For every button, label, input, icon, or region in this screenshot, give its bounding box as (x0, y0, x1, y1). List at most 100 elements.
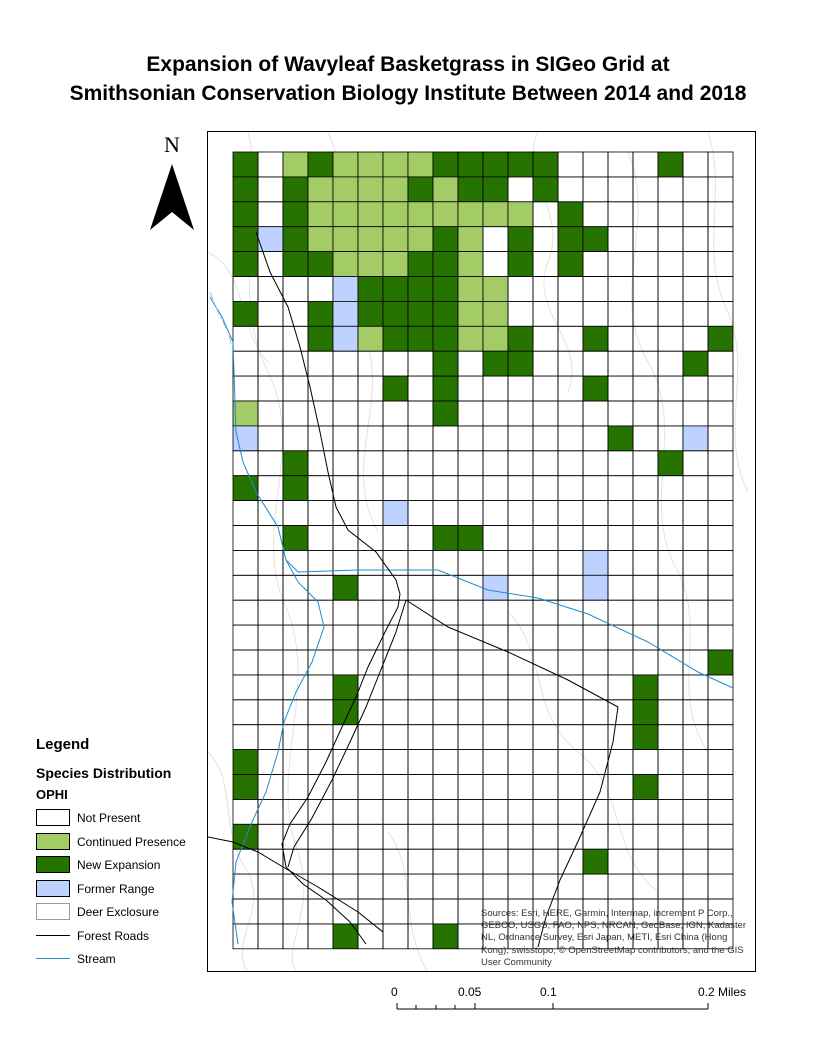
grid-cell-not-present (357, 898, 384, 925)
grid-cell-continued-presence (382, 251, 409, 277)
grid-cell-not-present (682, 151, 709, 178)
grid-cell-not-present (607, 749, 634, 775)
grid-cell-not-present (307, 525, 334, 551)
grid-cell-not-present (357, 525, 384, 551)
grid-cell-new-expansion (307, 151, 334, 178)
grid-cell-not-present (357, 500, 384, 526)
grid-cell-not-present (232, 699, 259, 726)
grid-cell-not-present (382, 724, 409, 751)
forest-road (537, 706, 619, 948)
grid-cell-not-present (707, 201, 734, 228)
grid-cell-new-expansion (457, 525, 484, 551)
grid-cell-not-present (357, 375, 384, 402)
grid-cell-not-present (507, 823, 534, 850)
grid-cell-not-present (557, 749, 584, 775)
grid-cell-not-present (682, 674, 709, 701)
grid-cell-new-expansion (457, 176, 484, 203)
grid-cell-not-present (407, 898, 434, 925)
grid-cell-not-present (232, 599, 259, 626)
grid-cell-continued-presence (357, 176, 384, 203)
grid-cell-not-present (707, 151, 734, 178)
grid-cell-not-present (557, 525, 584, 551)
grid-cell-not-present (257, 176, 284, 203)
map-canvas[interactable] (208, 132, 756, 972)
grid-cell-new-expansion (407, 251, 434, 277)
grid-cell-not-present (507, 599, 534, 626)
scale-tick-label: 0.2 Miles (698, 985, 747, 999)
grid-cell-not-present (332, 624, 359, 651)
grid-cell-not-present (257, 624, 284, 651)
grid-cell-not-present (307, 276, 334, 302)
legend-label: Former Range (77, 881, 155, 896)
grid-cell-not-present (532, 774, 559, 800)
grid-cell-not-present (657, 873, 684, 900)
legend-label: Continued Presence (77, 834, 186, 849)
grid-cell-former-range (232, 425, 259, 452)
grid-cell-not-present (532, 251, 559, 277)
grid-cell-not-present (532, 599, 559, 626)
grid-cell-continued-presence (307, 176, 334, 203)
grid-cell-not-present (332, 425, 359, 452)
grid-cell-not-present (257, 450, 284, 477)
grid-cell-not-present (382, 425, 409, 452)
stream (231, 559, 325, 945)
grid-cell-continued-presence (332, 201, 359, 228)
grid-cell-not-present (357, 799, 384, 825)
grid-cell-not-present (482, 425, 509, 452)
grid-cell-not-present (232, 799, 259, 825)
grid-cell-not-present (707, 251, 734, 277)
grid-cell-new-expansion (382, 375, 409, 402)
grid-cell-not-present (607, 350, 634, 377)
grid-cell-not-present (557, 300, 584, 327)
grid-cell-new-expansion (432, 151, 459, 178)
grid-cell-not-present (682, 549, 709, 576)
grid-cell-not-present (682, 176, 709, 203)
grid-cell-not-present (407, 425, 434, 452)
grid-cell-not-present (707, 873, 734, 900)
grid-cell-not-present (682, 226, 709, 252)
north-arrow: N (148, 132, 198, 232)
grid-cell-not-present (632, 848, 659, 875)
grid-cell-new-expansion (682, 350, 709, 377)
grid-cell-former-range (582, 549, 609, 576)
map-frame[interactable] (207, 131, 756, 972)
north-label: N (164, 132, 180, 157)
legend-label: New Expansion (77, 858, 161, 872)
grid-cell-not-present (507, 375, 534, 402)
grid-cell-new-expansion (707, 325, 734, 352)
grid-cell-not-present (332, 724, 359, 751)
grid-cell-not-present (457, 599, 484, 626)
grid-cell-not-present (607, 400, 634, 427)
grid-cell-not-present (232, 574, 259, 601)
grid-cell-not-present (357, 699, 384, 726)
grid-cell-not-present (357, 599, 384, 626)
grid-cell-not-present (682, 749, 709, 775)
grid-cell-not-present (582, 873, 609, 900)
grid-cell-not-present (557, 549, 584, 576)
grid-cell-new-expansion (232, 226, 259, 252)
basemap-attribution: Sources: Esri, HERE, Garmin, Intermap, i… (481, 908, 747, 968)
legend-items: Not Present Continued Presence New Expan… (36, 808, 236, 973)
grid-cell-not-present (282, 649, 309, 676)
grid-cell-not-present (682, 699, 709, 726)
grid-cell-not-present (482, 549, 509, 576)
grid-cell-not-present (457, 799, 484, 825)
grid-cell-not-present (432, 898, 459, 925)
grid-cell-not-present (232, 450, 259, 477)
grid-cell-continued-presence (457, 201, 484, 228)
grid-cell-not-present (332, 873, 359, 900)
grid-cell-not-present (532, 649, 559, 676)
grid-cell-not-present (307, 450, 334, 477)
grid-cell-new-expansion (507, 226, 534, 252)
grid-cell-not-present (232, 525, 259, 551)
grid-cell-continued-presence (382, 151, 409, 178)
grid-cell-new-expansion (382, 325, 409, 352)
grid-cell-not-present (507, 425, 534, 452)
grid-cell-not-present (257, 699, 284, 726)
grid-cell-not-present (382, 799, 409, 825)
grid-cell-new-expansion (507, 325, 534, 352)
grid-cell-not-present (457, 674, 484, 701)
grid-cell-former-range (332, 300, 359, 327)
grid-cell-not-present (532, 300, 559, 327)
grid-cell-not-present (357, 624, 384, 651)
